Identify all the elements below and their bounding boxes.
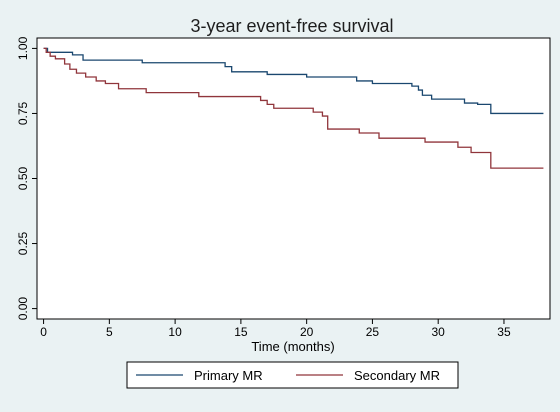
x-axis-label: Time (months) (251, 339, 334, 354)
x-axis-ticks: 0 5 10 15 20 25 30 35 (40, 319, 511, 339)
y-axis-ticks: 0.00 0.25 0.50 0.75 1.00 (16, 36, 37, 320)
legend-label-primary-mr: Primary MR (194, 368, 263, 383)
x-tick-label: 25 (366, 325, 380, 339)
y-tick-label: 0.50 (16, 166, 30, 190)
y-tick-label: 0.25 (16, 232, 30, 256)
x-tick-label: 15 (234, 325, 248, 339)
legend-label-secondary-mr: Secondary MR (354, 368, 440, 383)
x-tick-label: 10 (168, 325, 182, 339)
y-tick-label: 0.00 (16, 297, 30, 321)
legend: Primary MR Secondary MR (136, 368, 440, 383)
plot-area (36, 37, 551, 320)
series-line-secondary-mr (43, 47, 544, 169)
series-lines (43, 47, 544, 169)
x-tick-label: 30 (432, 325, 446, 339)
x-tick-label: 5 (106, 325, 113, 339)
x-tick-label: 0 (40, 325, 47, 339)
series-line-primary-mr (43, 47, 544, 115)
y-tick-label: 1.00 (16, 36, 30, 60)
chart-title: 3-year event-free survival (190, 16, 393, 36)
x-tick-label: 35 (497, 325, 511, 339)
y-tick-label: 0.75 (16, 101, 30, 125)
x-tick-label: 20 (300, 325, 314, 339)
